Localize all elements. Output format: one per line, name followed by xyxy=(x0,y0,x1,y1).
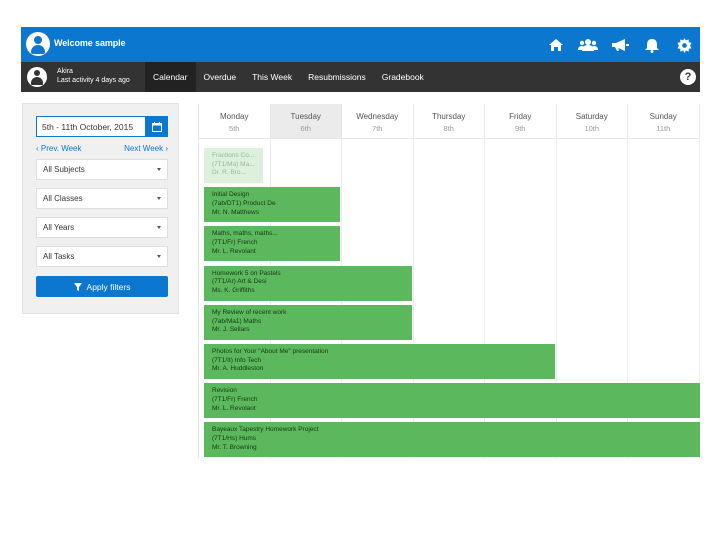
welcome-text: Welcome sample xyxy=(54,38,126,48)
day-column xyxy=(342,139,414,458)
day-name: Thursday xyxy=(432,112,466,121)
user-avatar-icon[interactable] xyxy=(26,32,50,56)
day-header-sunday: Sunday 11th xyxy=(628,104,700,139)
assignment-event[interactable]: Initial Design (7ab/DT1) Product De Mr. N.… xyxy=(204,187,340,223)
day-name: Sunday xyxy=(649,112,677,121)
day-date: 11th xyxy=(656,124,671,133)
home-icon[interactable] xyxy=(546,35,566,55)
subjects-select-value: All Subjects xyxy=(43,165,85,174)
help-icon[interactable]: ? xyxy=(680,69,696,85)
caret-down-icon xyxy=(157,226,161,229)
event-class: (7T1/Ar) Art & Desi xyxy=(212,278,267,286)
day-name: Monday xyxy=(220,112,249,121)
day-header-wednesday: Wednesday 7th xyxy=(342,104,414,139)
event-title: Bayeaux Tapestry Homework Project xyxy=(212,426,319,434)
users-icon[interactable] xyxy=(578,35,598,55)
day-header-tuesday: Tuesday 6th xyxy=(270,104,342,139)
years-select-value: All Years xyxy=(43,223,75,232)
nav-tabs: Calendar Overdue This Week Resubmissions… xyxy=(145,62,432,92)
assignment-event[interactable]: Revision (7T1/Fr) French Mr. L. Revolant xyxy=(204,383,700,419)
tab-this-week[interactable]: This Week xyxy=(252,72,293,82)
years-select[interactable]: All Years xyxy=(36,217,168,238)
student-avatar-icon[interactable] xyxy=(27,67,47,87)
megaphone-icon[interactable] xyxy=(610,35,630,55)
caret-down-icon xyxy=(157,255,161,258)
assignment-event[interactable]: Fractions Co... (7T1/Ma) Ma... Dr. R. Bro.… xyxy=(204,148,263,183)
tasks-select-value: All Tasks xyxy=(43,252,75,261)
day-column xyxy=(485,139,557,458)
calendar-icon[interactable] xyxy=(145,116,168,137)
prev-week-link[interactable]: ‹ Prev. Week xyxy=(36,144,82,153)
day-name: Saturday xyxy=(575,112,608,121)
event-teacher: Dr. R. Bro... xyxy=(212,169,246,177)
caret-down-icon xyxy=(157,168,161,171)
next-week-link[interactable]: Next Week › xyxy=(124,144,168,153)
tab-resubmissions[interactable]: Resubmissions xyxy=(308,72,366,82)
date-range-picker[interactable]: 5th - 11th October, 2015 xyxy=(36,116,168,137)
day-column xyxy=(628,139,700,458)
event-teacher: Mr. N. Matthews xyxy=(212,208,259,216)
day-header-saturday: Saturday 10th xyxy=(556,104,628,139)
event-class: (7T1/It) Info Tech xyxy=(212,356,262,364)
event-title: My Review of recent work xyxy=(212,308,287,316)
assignment-event[interactable]: Photos for Your "About Me" presentation(… xyxy=(204,344,555,379)
event-class: (7T1/Fr) French xyxy=(212,239,258,247)
bell-icon[interactable] xyxy=(642,35,662,55)
event-teacher: Mr. L. Revolant xyxy=(212,404,256,412)
event-class: (7ab/Ma1) Maths xyxy=(212,317,262,325)
day-column xyxy=(557,139,628,458)
event-teacher: Mr. A. Huddleston xyxy=(212,365,264,373)
filter-panel: 5th - 11th October, 2015 ‹ Prev. Week Ne… xyxy=(22,103,179,314)
day-column xyxy=(414,139,485,458)
event-class: (7ab/DT1) Product De xyxy=(212,199,276,207)
filter-icon xyxy=(73,282,82,291)
event-title: Fractions Co... xyxy=(212,152,255,159)
day-date: 8th xyxy=(443,124,454,133)
day-date: 6th xyxy=(300,124,311,133)
event-teacher: Mr. T. Browning xyxy=(212,443,257,451)
day-header-thursday: Thursday 8th xyxy=(413,104,485,139)
day-date: 9th xyxy=(515,124,526,133)
event-teacher: Mr. L. Revolant xyxy=(212,247,256,255)
classes-select[interactable]: All Classes xyxy=(36,188,168,209)
day-header-friday: Friday 9th xyxy=(485,104,557,139)
event-title: Photos for Your "About Me" presentation xyxy=(212,348,329,355)
gear-icon[interactable] xyxy=(674,35,694,55)
event-title: Homework 5 on Pastels xyxy=(212,269,281,277)
day-date: 5th xyxy=(229,124,240,133)
event-title: Revision xyxy=(212,387,237,395)
day-name: Friday xyxy=(509,112,532,121)
tab-gradebook[interactable]: Gradebook xyxy=(381,72,424,82)
apply-filters-button[interactable]: Apply filters xyxy=(36,276,168,297)
assignment-event[interactable]: Bayeaux Tapestry Homework Project (7T1/Hs… xyxy=(204,422,700,458)
tab-calendar[interactable]: Calendar xyxy=(145,62,196,92)
student-name: Akira xyxy=(57,68,73,75)
event-class: (7T1/Ma) Ma... xyxy=(212,160,255,168)
event-title: Maths, maths, maths... xyxy=(212,230,278,238)
event-title: Initial Design xyxy=(212,191,250,199)
tasks-select[interactable]: All Tasks xyxy=(36,246,168,267)
event-class: (7T1/Hs) Hums xyxy=(212,435,257,443)
assignment-event[interactable]: Maths, maths, maths... (7T1/Fr) French Mr.… xyxy=(204,226,340,262)
event-class: (7T1/Fr) French xyxy=(212,395,258,403)
classes-select-value: All Classes xyxy=(43,194,83,203)
apply-filters-label: Apply filters xyxy=(86,281,131,292)
date-range-input[interactable]: 5th - 11th October, 2015 xyxy=(36,116,145,137)
day-date: 10th xyxy=(584,124,600,133)
day-name: Tuesday xyxy=(290,112,321,121)
event-teacher: Mr. J. Sellars xyxy=(212,326,250,334)
event-teacher: Ms. K. Griffiths xyxy=(212,287,255,294)
caret-down-icon xyxy=(157,197,161,200)
tab-overdue[interactable]: Overdue xyxy=(203,72,237,82)
assignment-event[interactable]: Homework 5 on Pastels (7T1/Ar) Art & Desi… xyxy=(204,265,412,301)
top-header-bar: Welcome sample xyxy=(21,27,700,62)
day-date: 7th xyxy=(372,124,383,133)
main-nav-bar: Akira Last activity 4 days ago Calendar … xyxy=(21,62,700,92)
assignment-event[interactable]: My Review of recent work (7ab/Ma1) Maths M… xyxy=(204,304,412,340)
week-calendar: Monday 5th Tuesday 6th Wednesday 7th Thursday 8… xyxy=(198,104,700,458)
subjects-select[interactable]: All Subjects xyxy=(36,159,168,180)
day-name: Wednesday xyxy=(356,112,399,121)
last-activity: Last activity 4 days ago xyxy=(57,77,130,84)
day-header-monday: Monday 5th xyxy=(199,104,271,139)
